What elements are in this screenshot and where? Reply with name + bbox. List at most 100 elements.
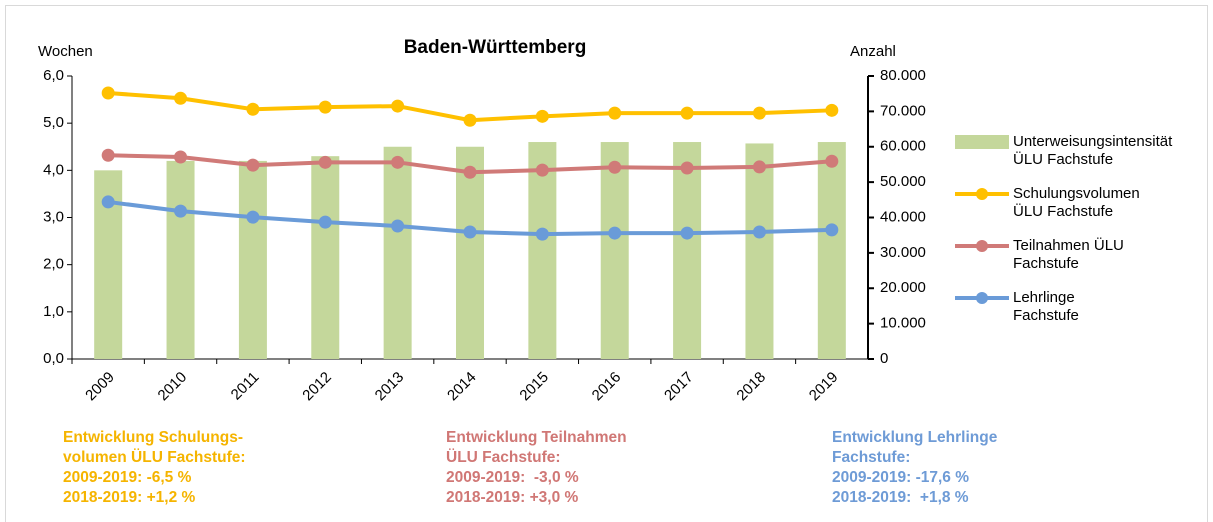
legend: Unterweisungsintensität ÜLU Fachstufe Sch…: [955, 133, 1172, 341]
y-tick-label: 6,0: [43, 67, 64, 84]
bar: [311, 156, 340, 359]
marker: [174, 150, 188, 164]
marker: [680, 226, 694, 240]
x-tick-label: 2011: [228, 369, 263, 404]
x-tick-label: 2017: [661, 369, 697, 405]
legend-item: Teilnahmen ÜLU Fachstufe: [955, 237, 1135, 273]
y2-tick-label: 40.000: [880, 208, 926, 225]
y2-tick-label: 70.000: [880, 102, 926, 119]
annotation-line: 2009-2019: -6,5 %: [63, 469, 192, 486]
marker: [535, 109, 549, 123]
marker: [463, 225, 477, 239]
marker: [174, 204, 188, 218]
bar: [528, 142, 557, 359]
legend-key: [955, 237, 1009, 255]
frame: [5, 5, 1208, 522]
y-tick-label: 4,0: [43, 161, 64, 178]
bar: [166, 160, 195, 359]
legend-key: [955, 133, 1009, 151]
x-tick-label: 2014: [444, 369, 480, 405]
bar: [456, 146, 484, 359]
legend-label: Lehrlinge Fachstufe: [1013, 289, 1079, 324]
annotation-line: Entwicklung Teilnahmen: [446, 429, 627, 446]
legend-item: Lehrlinge Fachstufe: [955, 289, 1135, 325]
y-tick-label: 5,0: [43, 114, 64, 131]
marker: [246, 158, 260, 172]
annotation-line: 2018-2019: +3,0 %: [446, 489, 579, 506]
marker: [752, 225, 766, 239]
legend-key: [955, 289, 1009, 307]
y2-tick-label: 80.000: [880, 67, 926, 84]
bar: [673, 142, 702, 359]
y-tick-label: 1,0: [43, 303, 64, 320]
legend-label: Teilnahmen ÜLU Fachstufe: [1013, 237, 1124, 272]
marker: [535, 227, 549, 241]
marker: [318, 215, 332, 229]
y2-tick-label: 0: [880, 350, 888, 367]
x-tick-label: 2019: [806, 369, 842, 405]
marker: [825, 154, 839, 168]
x-tick-label: 2016: [589, 369, 625, 405]
legend-swatch: [955, 240, 1009, 252]
marker: [680, 161, 694, 175]
bar: [600, 142, 629, 359]
legend-swatch: [955, 188, 1009, 200]
marker: [246, 102, 260, 116]
marker: [608, 226, 622, 240]
marker: [752, 160, 766, 174]
annotation: Entwicklung Schulungs-volumen ÜLU Fachst…: [63, 428, 246, 508]
annotation-line: Entwicklung Schulungs-: [63, 429, 243, 446]
legend-bar: [955, 135, 1009, 149]
y2-tick-label: 30.000: [880, 244, 926, 261]
y2-tick-label: 50.000: [880, 173, 926, 190]
annotation-line: 2009-2019: -3,0 %: [446, 469, 579, 486]
y2-axis-label: Anzahl: [850, 43, 896, 60]
marker: [825, 103, 839, 117]
marker: [608, 160, 622, 174]
bar: [817, 142, 846, 359]
marker: [680, 106, 694, 120]
legend-label: Schulungsvolumen ÜLU Fachstufe: [1013, 185, 1140, 220]
annotation-line: Fachstufe:: [832, 449, 911, 466]
marker: [101, 195, 115, 209]
y2-tick-label: 60.000: [880, 138, 926, 155]
x-tick-label: 2018: [733, 369, 769, 405]
legend-marker: [976, 188, 988, 200]
x-tick-label: 2009: [82, 369, 118, 405]
legend-swatch: [955, 292, 1009, 304]
y-tick-label: 3,0: [43, 208, 64, 225]
chart-title: Baden-Württemberg: [404, 37, 587, 58]
marker: [101, 86, 115, 100]
x-tick-label: 2012: [299, 369, 335, 405]
legend-label: Unterweisungsintensität ÜLU Fachstufe: [1013, 133, 1173, 168]
marker: [752, 106, 766, 120]
marker: [391, 155, 405, 169]
legend-item: Unterweisungsintensität ÜLU Fachstufe: [955, 133, 1172, 169]
annotation-line: 2009-2019: -17,6 %: [832, 469, 970, 486]
annotation: Entwicklung Lehrlinge Fachstufe: 2009-2019…: [832, 428, 997, 508]
bar: [745, 143, 774, 359]
marker: [101, 148, 115, 162]
marker: [318, 100, 332, 114]
legend-item: Schulungsvolumen ÜLU Fachstufe: [955, 185, 1140, 221]
marker: [246, 210, 260, 224]
legend-marker: [976, 292, 988, 304]
bar: [238, 160, 267, 359]
y-axis-label: Wochen: [38, 43, 93, 60]
legend-swatch: [955, 135, 1009, 149]
legend-marker: [976, 240, 988, 252]
annotation-line: Entwicklung Lehrlinge: [832, 429, 998, 446]
annotation-line: ÜLU Fachstufe:: [446, 449, 561, 466]
marker: [825, 223, 839, 237]
marker: [463, 165, 477, 179]
marker: [391, 99, 405, 113]
marker: [391, 219, 405, 233]
x-tick-label: 2010: [155, 369, 191, 405]
legend-key: [955, 185, 1009, 203]
marker: [463, 113, 477, 127]
y2-tick-label: 20.000: [880, 279, 926, 296]
y-tick-label: 0,0: [43, 350, 64, 367]
annotation-line: volumen ÜLU Fachstufe:: [63, 449, 246, 466]
